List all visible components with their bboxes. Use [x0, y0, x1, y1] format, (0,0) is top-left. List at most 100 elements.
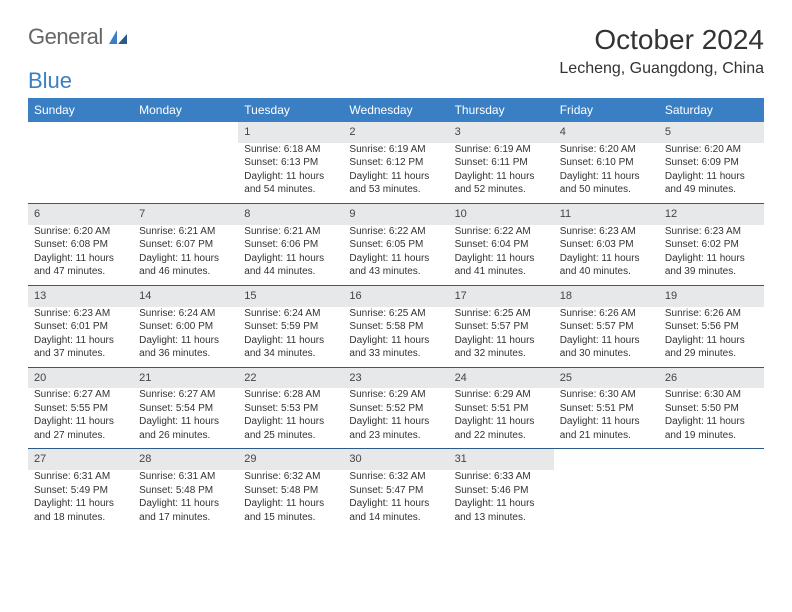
day-number-cell: 26 [659, 367, 764, 388]
day-number-cell: 1 [238, 122, 343, 143]
day-content-cell: Sunrise: 6:22 AMSunset: 6:04 PMDaylight:… [449, 225, 554, 286]
daylight-line: Daylight: 11 hours and 44 minutes. [244, 252, 337, 279]
day-number-cell: 18 [554, 285, 659, 306]
sunset-line: Sunset: 5:46 PM [455, 484, 548, 498]
daynum-row: 6789101112 [28, 203, 764, 224]
day-content-cell: Sunrise: 6:32 AMSunset: 5:47 PMDaylight:… [343, 470, 448, 530]
sunrise-line: Sunrise: 6:27 AM [34, 388, 127, 402]
day-content-cell: Sunrise: 6:24 AMSunset: 6:00 PMDaylight:… [133, 307, 238, 368]
daylight-line: Daylight: 11 hours and 50 minutes. [560, 170, 653, 197]
day-header: Monday [133, 98, 238, 122]
day-number-cell: 10 [449, 203, 554, 224]
content-row: Sunrise: 6:18 AMSunset: 6:13 PMDaylight:… [28, 143, 764, 204]
sunset-line: Sunset: 6:03 PM [560, 238, 653, 252]
daynum-row: 2728293031 [28, 449, 764, 470]
daylight-line: Daylight: 11 hours and 40 minutes. [560, 252, 653, 279]
sunset-line: Sunset: 5:47 PM [349, 484, 442, 498]
sunrise-line: Sunrise: 6:28 AM [244, 388, 337, 402]
day-content-cell [28, 143, 133, 204]
sunset-line: Sunset: 5:58 PM [349, 320, 442, 334]
daylight-line: Daylight: 11 hours and 27 minutes. [34, 415, 127, 442]
sunrise-line: Sunrise: 6:23 AM [560, 225, 653, 239]
day-content-cell: Sunrise: 6:26 AMSunset: 5:56 PMDaylight:… [659, 307, 764, 368]
daylight-line: Daylight: 11 hours and 33 minutes. [349, 334, 442, 361]
sunset-line: Sunset: 6:08 PM [34, 238, 127, 252]
day-number-cell: 14 [133, 285, 238, 306]
daylight-line: Daylight: 11 hours and 15 minutes. [244, 497, 337, 524]
daylight-line: Daylight: 11 hours and 25 minutes. [244, 415, 337, 442]
sunrise-line: Sunrise: 6:32 AM [244, 470, 337, 484]
sunset-line: Sunset: 5:50 PM [665, 402, 758, 416]
content-row: Sunrise: 6:31 AMSunset: 5:49 PM Daylight:… [28, 470, 764, 530]
day-content-cell: Sunrise: 6:29 AMSunset: 5:51 PMDaylight:… [449, 388, 554, 449]
month-title: October 2024 [559, 24, 764, 56]
day-number-cell: 22 [238, 367, 343, 388]
day-number-cell: 28 [133, 449, 238, 470]
sunset-line: Sunset: 5:57 PM [560, 320, 653, 334]
logo-sail-icon [107, 28, 129, 46]
sunrise-line: Sunrise: 6:19 AM [349, 143, 442, 157]
day-header: Saturday [659, 98, 764, 122]
sunrise-line: Sunrise: 6:31 AM [34, 470, 127, 484]
daylight-line: Daylight: 11 hours and 14 minutes. [349, 497, 442, 524]
logo-blue: Blue [28, 68, 72, 93]
day-number-cell: 11 [554, 203, 659, 224]
day-number-cell: 16 [343, 285, 448, 306]
sunset-line: Sunset: 5:51 PM [455, 402, 548, 416]
logo-general: General [28, 24, 103, 50]
daylight-line: Daylight: 11 hours and 37 minutes. [34, 334, 127, 361]
sunrise-line: Sunrise: 6:27 AM [139, 388, 232, 402]
daylight-line: Daylight: 11 hours and 30 minutes. [560, 334, 653, 361]
daynum-row: 12345 [28, 122, 764, 143]
sunrise-line: Sunrise: 6:24 AM [139, 307, 232, 321]
daynum-row: 13141516171819 [28, 285, 764, 306]
day-content-cell: Sunrise: 6:30 AMSunset: 5:51 PMDaylight:… [554, 388, 659, 449]
sunset-line: Sunset: 5:59 PM [244, 320, 337, 334]
sunrise-line: Sunrise: 6:20 AM [34, 225, 127, 239]
day-content-cell: Sunrise: 6:21 AMSunset: 6:07 PMDaylight:… [133, 225, 238, 286]
daylight-line: Daylight: 11 hours and 49 minutes. [665, 170, 758, 197]
day-number-cell: 25 [554, 367, 659, 388]
daylight-line: Daylight: 11 hours and 17 minutes. [139, 497, 232, 524]
daylight-line: Daylight: 11 hours and 21 minutes. [560, 415, 653, 442]
sunrise-line: Sunrise: 6:30 AM [560, 388, 653, 402]
sunrise-line: Sunrise: 6:29 AM [349, 388, 442, 402]
day-content-cell [659, 470, 764, 530]
day-header: Thursday [449, 98, 554, 122]
sunset-line: Sunset: 6:13 PM [244, 156, 337, 170]
sunrise-line: Sunrise: 6:30 AM [665, 388, 758, 402]
daylight-line: Daylight: 11 hours and 22 minutes. [455, 415, 548, 442]
sunrise-line: Sunrise: 6:26 AM [560, 307, 653, 321]
sunset-line: Sunset: 6:02 PM [665, 238, 758, 252]
sunset-line: Sunset: 5:48 PM [139, 484, 232, 498]
daylight-line: Daylight: 11 hours and 46 minutes. [139, 252, 232, 279]
sunset-line: Sunset: 6:07 PM [139, 238, 232, 252]
day-header: Sunday [28, 98, 133, 122]
day-number-cell: 5 [659, 122, 764, 143]
day-header: Tuesday [238, 98, 343, 122]
sunrise-line: Sunrise: 6:20 AM [560, 143, 653, 157]
day-header: Wednesday [343, 98, 448, 122]
sunset-line: Sunset: 6:12 PM [349, 156, 442, 170]
daylight-line: Daylight: 11 hours and 23 minutes. [349, 415, 442, 442]
daylight-line: Daylight: 11 hours and 26 minutes. [139, 415, 232, 442]
daylight-line: Daylight: 11 hours and 52 minutes. [455, 170, 548, 197]
daylight-line: Daylight: 11 hours and 29 minutes. [665, 334, 758, 361]
day-content-cell: Sunrise: 6:30 AMSunset: 5:50 PMDaylight:… [659, 388, 764, 449]
sunset-line: Sunset: 6:10 PM [560, 156, 653, 170]
sunrise-line: Sunrise: 6:19 AM [455, 143, 548, 157]
daylight-line: Daylight: 11 hours and 13 minutes. [455, 497, 548, 524]
sunset-line: Sunset: 5:57 PM [455, 320, 548, 334]
sunset-line: Sunset: 5:49 PM [34, 484, 127, 498]
day-content-cell [133, 143, 238, 204]
sunset-line: Sunset: 6:11 PM [455, 156, 548, 170]
daylight-line: Daylight: 11 hours and 47 minutes. [34, 252, 127, 279]
sunset-line: Sunset: 5:54 PM [139, 402, 232, 416]
sunset-line: Sunset: 5:52 PM [349, 402, 442, 416]
calendar-body: 12345Sunrise: 6:18 AMSunset: 6:13 PMDayl… [28, 122, 764, 530]
sunrise-line: Sunrise: 6:22 AM [349, 225, 442, 239]
content-row: Sunrise: 6:20 AMSunset: 6:08 PMDaylight:… [28, 225, 764, 286]
sunset-line: Sunset: 5:55 PM [34, 402, 127, 416]
daylight-line: Daylight: 11 hours and 54 minutes. [244, 170, 337, 197]
sunrise-line: Sunrise: 6:23 AM [34, 307, 127, 321]
